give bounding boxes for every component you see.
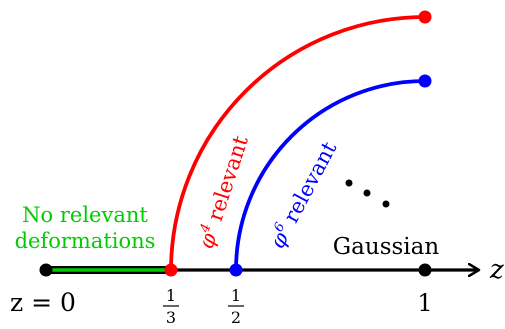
ellipsis-dot <box>345 179 353 187</box>
origin-label: z = 0 <box>10 288 76 317</box>
phi6-curve <box>234 79 426 271</box>
origin-point <box>39 263 53 277</box>
fraction-one-third-numerator: 1 <box>166 286 176 305</box>
axis-variable-label: z <box>489 255 504 285</box>
phi4-superscript: 4 <box>197 222 214 235</box>
phi6-word: relevant <box>279 137 342 226</box>
phi6-endpoint-dot <box>229 263 243 277</box>
green-label-line1: No relevant <box>22 203 148 227</box>
gaussian-label: Gaussian <box>333 234 440 260</box>
phi4-top-dot <box>418 10 432 24</box>
fraction-one-half-numerator: 1 <box>231 286 241 305</box>
green-label-line2: deformations <box>15 229 156 253</box>
fraction-one-half-denominator: 2 <box>231 308 241 327</box>
ellipsis-dot <box>363 189 371 197</box>
phi4-endpoint-dot <box>164 263 178 277</box>
phi6-top-dot <box>418 74 432 88</box>
gaussian-point-label: 1 <box>417 289 432 317</box>
fraction-one-third-denominator: 3 <box>166 308 176 327</box>
phi4-curve <box>169 15 426 271</box>
fraction-one-half: 1 2 <box>228 286 244 327</box>
gaussian-point <box>418 263 432 277</box>
ellipsis-dot <box>382 200 390 208</box>
fraction-one-third: 1 3 <box>163 286 179 327</box>
